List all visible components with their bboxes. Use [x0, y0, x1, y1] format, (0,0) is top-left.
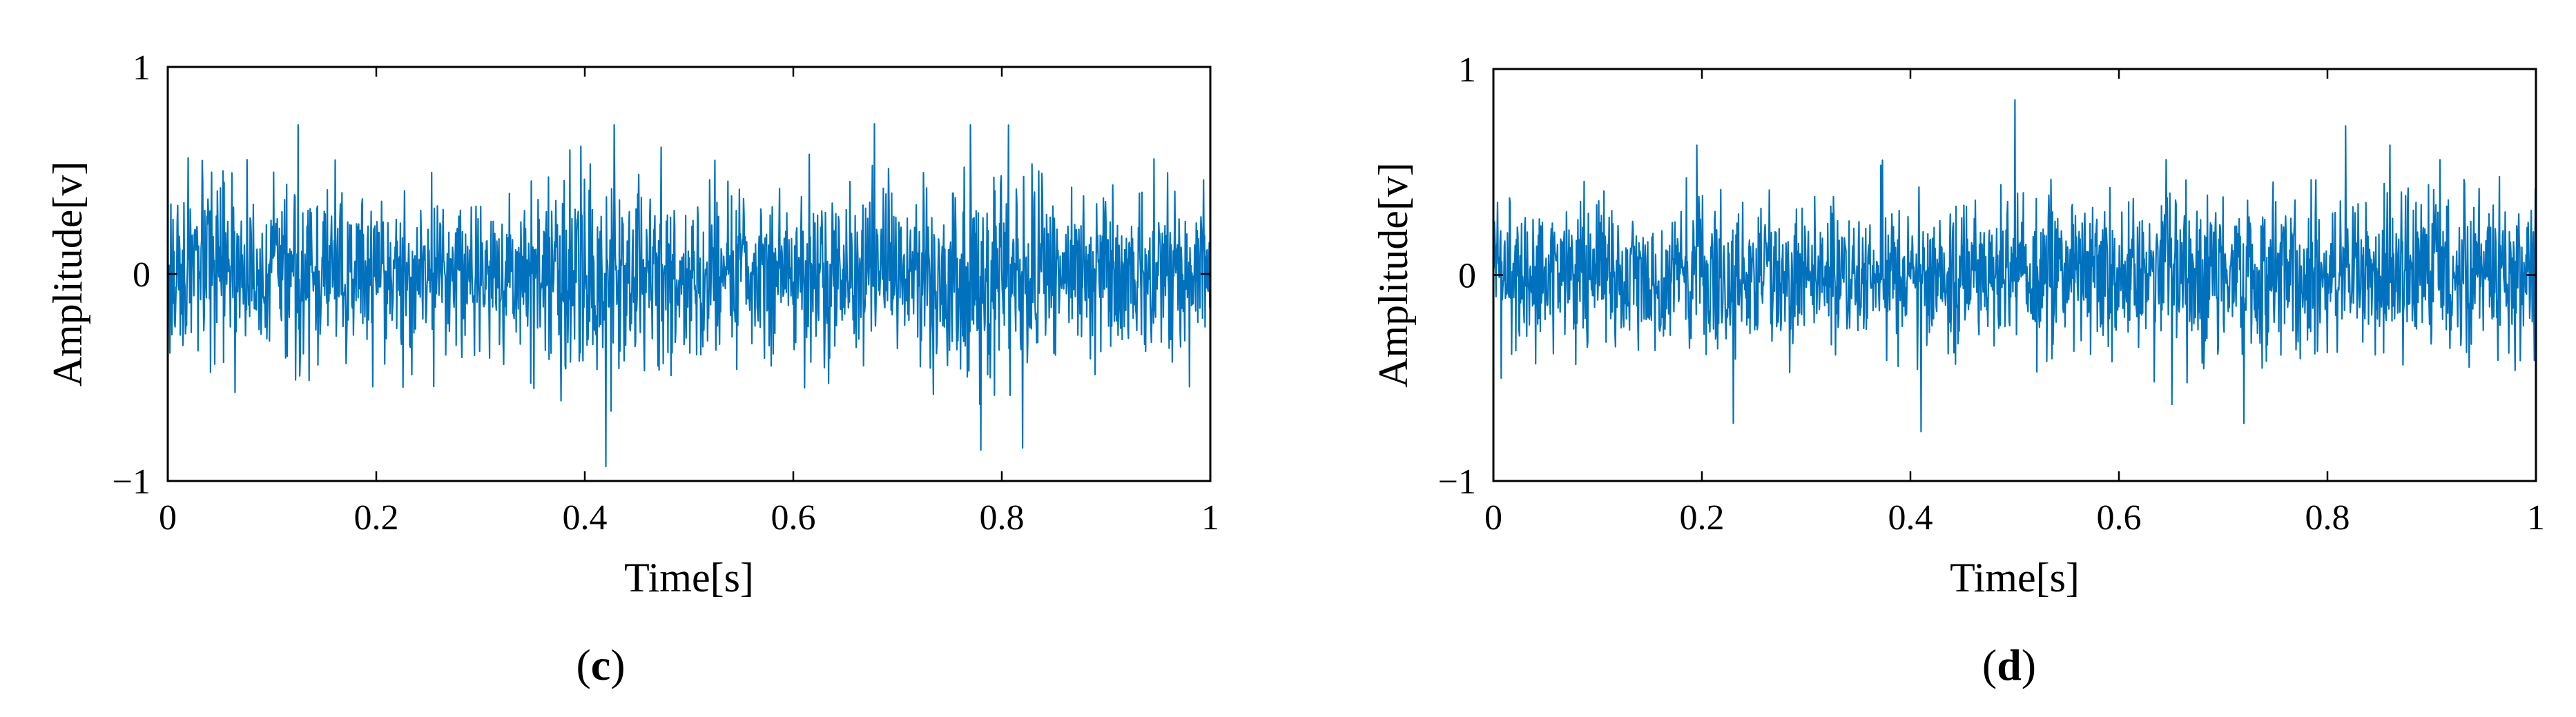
ticks-d: 0 0.2 0.4 0.6 0.8 1−101: [1438, 50, 2545, 538]
signal-line-d: [1492, 99, 2537, 433]
x-tick-label-c: 0.2: [354, 498, 399, 538]
y-tick-label-d: 1: [1458, 50, 1476, 90]
ticks-c: 0 0.2 0.4 0.6 0.8 1−101: [113, 48, 1219, 538]
x-tick-label-c: 0.6: [771, 498, 816, 538]
y-axis-label-d: Amplitude[v]: [1371, 162, 1416, 388]
x-tick-label-d: 0.8: [2305, 498, 2350, 538]
x-tick-label-d: 0.4: [1888, 498, 1933, 538]
y-tick-label-d: −1: [1438, 462, 1476, 502]
x-tick-label-d: 0.6: [2097, 498, 2142, 538]
signal-path-d: [1492, 99, 2537, 433]
x-tick-label-c: 0.4: [563, 498, 608, 538]
signal-line-c: [166, 123, 1212, 468]
y-tick-label-d: 0: [1458, 257, 1476, 296]
x-tick-label-d: 0.2: [1680, 498, 1725, 538]
y-axis-label-c: Amplitude[v]: [45, 161, 90, 387]
panel-label-d: (d): [1982, 640, 2036, 689]
x-axis-label-c: Time[s]: [624, 555, 754, 600]
x-tick-label-c: 0: [159, 498, 177, 538]
x-tick-label-d: 0: [1484, 498, 1502, 538]
x-tick-label-d: 1: [2527, 498, 2545, 538]
chart-panel-d: 0 0.2 0.4 0.6 0.8 1−101 Time[s] Amplitude[v] …: [1371, 50, 2545, 689]
chart-panel-c: 0 0.2 0.4 0.6 0.8 1−101 Time[s] Amplitude[v] …: [45, 48, 1219, 689]
y-tick-label-c: −1: [113, 462, 151, 502]
y-tick-label-c: 0: [133, 255, 151, 295]
y-tick-label-c: 1: [133, 48, 151, 88]
signal-path-c: [166, 123, 1212, 468]
x-tick-label-c: 0.8: [980, 498, 1025, 538]
panel-label-c: (c): [576, 640, 625, 689]
x-axis-label-d: Time[s]: [1950, 555, 2080, 600]
x-tick-label-c: 1: [1201, 498, 1219, 538]
